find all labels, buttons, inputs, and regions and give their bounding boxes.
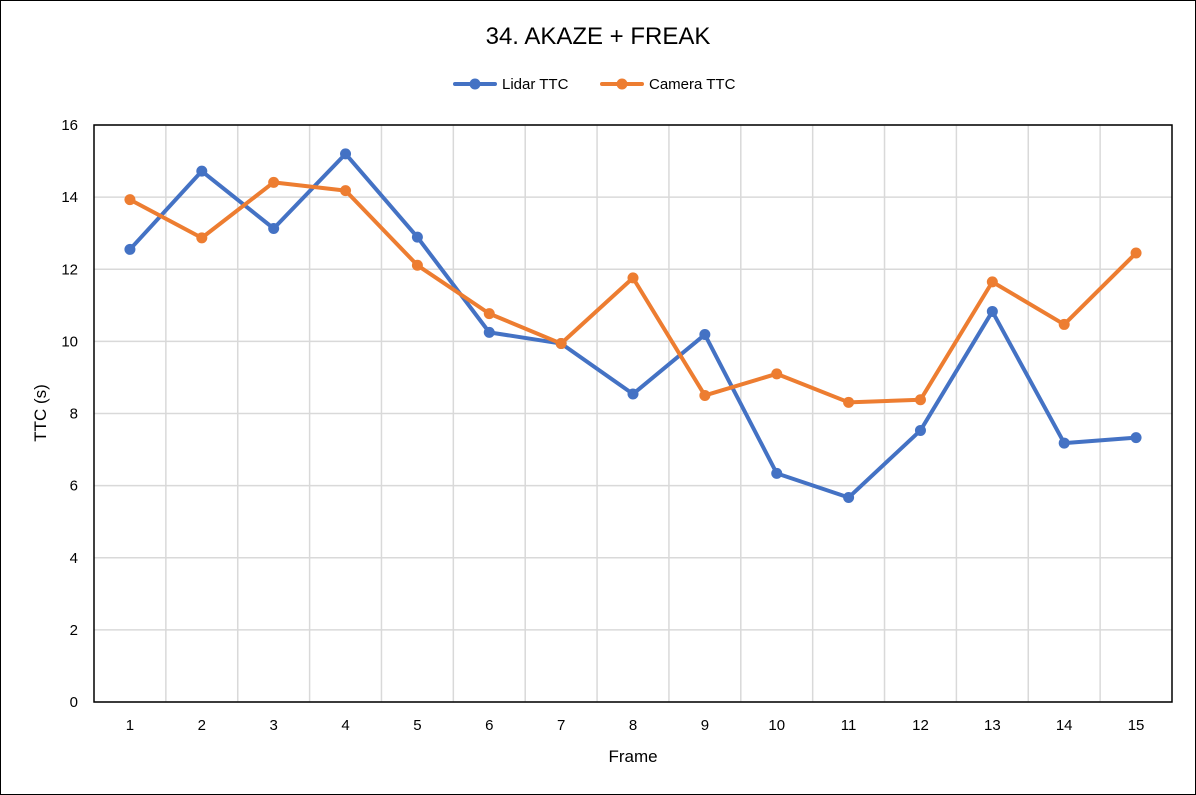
x-tick-label: 14 <box>1056 717 1073 734</box>
data-point <box>268 222 280 234</box>
y-tick-label: 10 <box>61 333 78 350</box>
data-point <box>627 272 639 284</box>
x-axis-title: Frame <box>608 747 657 766</box>
legend-item: Camera TTC <box>600 76 736 93</box>
data-point <box>1130 247 1142 259</box>
data-point <box>483 326 495 338</box>
legend-label: Camera TTC <box>649 76 736 93</box>
data-point <box>914 424 926 436</box>
legend-item: Lidar TTC <box>453 76 569 93</box>
data-point <box>1058 437 1070 449</box>
x-axis-ticks: 1 2 3 4 5 6 7 8 9 10 11 12 13 14 15 <box>126 717 1145 734</box>
data-point <box>411 231 423 243</box>
data-point <box>986 276 998 288</box>
series-camera-ttc <box>124 176 1142 408</box>
x-tick-label: 11 <box>841 717 857 734</box>
x-tick-label: 2 <box>198 717 206 734</box>
legend-label: Lidar TTC <box>502 76 569 93</box>
x-tick-label: 1 <box>126 717 134 734</box>
legend-swatch-marker <box>616 78 628 90</box>
data-point <box>771 467 783 479</box>
data-point <box>196 165 208 177</box>
data-point <box>555 338 567 350</box>
x-tick-label: 9 <box>701 717 709 734</box>
x-tick-label: 10 <box>768 717 785 734</box>
x-tick-label: 7 <box>557 717 565 734</box>
data-point <box>1058 318 1070 330</box>
data-point <box>986 305 998 317</box>
series-layer <box>124 148 1142 504</box>
y-axis-ticks: 0 2 4 6 8 10 12 14 16 <box>61 117 78 711</box>
y-tick-label: 2 <box>70 622 78 639</box>
data-point <box>699 329 711 341</box>
grid-lines <box>94 124 1172 703</box>
x-tick-label: 13 <box>984 717 1001 734</box>
y-tick-label: 16 <box>61 117 78 134</box>
data-point <box>124 194 136 206</box>
data-point <box>340 148 352 160</box>
data-point <box>411 259 423 271</box>
x-tick-label: 3 <box>269 717 277 734</box>
x-tick-label: 8 <box>629 717 637 734</box>
series-line <box>127 151 1139 500</box>
legend-swatch-marker <box>469 78 481 90</box>
data-point <box>483 308 495 320</box>
y-tick-label: 0 <box>70 694 78 711</box>
data-point <box>843 396 855 408</box>
data-point <box>771 368 783 380</box>
data-point <box>268 176 280 188</box>
x-tick-label: 4 <box>341 717 349 734</box>
y-axis-title: TTC (s) <box>31 384 50 442</box>
x-tick-label: 6 <box>485 717 493 734</box>
plot-area-border <box>93 124 1173 703</box>
series-lidar-ttc <box>124 148 1142 504</box>
x-tick-label: 12 <box>912 717 929 734</box>
data-point <box>340 185 352 197</box>
data-point <box>196 232 208 244</box>
y-tick-label: 6 <box>70 478 78 495</box>
chart-legend: Lidar TTC Camera TTC <box>453 76 736 93</box>
chart-title: 34. AKAZE + FREAK <box>486 23 711 50</box>
x-tick-label: 15 <box>1128 717 1145 734</box>
data-point <box>124 243 136 255</box>
data-point <box>699 389 711 401</box>
data-point <box>1130 432 1142 444</box>
y-tick-label: 14 <box>61 189 78 206</box>
y-tick-label: 12 <box>61 261 78 278</box>
data-point <box>914 394 926 406</box>
x-tick-label: 5 <box>413 717 421 734</box>
y-tick-label: 4 <box>70 550 78 567</box>
data-point <box>843 492 855 504</box>
data-point <box>627 388 639 400</box>
series-line <box>127 180 1139 405</box>
y-tick-label: 8 <box>70 406 78 423</box>
